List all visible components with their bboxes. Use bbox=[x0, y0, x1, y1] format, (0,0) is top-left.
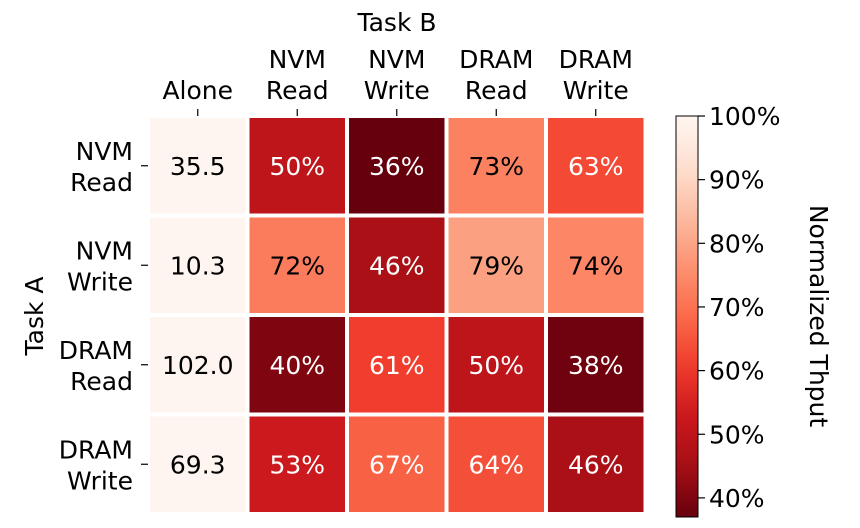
column-label-line2: Alone bbox=[162, 76, 233, 105]
cell-value-label: 50% bbox=[269, 152, 325, 181]
colorbar-tick-label: 60% bbox=[709, 357, 765, 386]
heatmap-cell bbox=[448, 217, 544, 313]
row-label-line1: DRAM bbox=[59, 336, 133, 365]
row-label-line2: Write bbox=[67, 267, 133, 296]
x-axis-title: Task B bbox=[356, 8, 436, 37]
colorbar-title: Normalized Thput bbox=[804, 205, 833, 428]
cell-value-label: 46% bbox=[568, 450, 624, 479]
colorbar: 40% 50% 60% 70% 80% 90% 100% bbox=[675, 102, 780, 518]
y-axis-title: Task A bbox=[20, 276, 49, 356]
heatmap-cell bbox=[249, 416, 345, 512]
column-label-line1: NVM bbox=[368, 45, 425, 74]
colorbar-gradient bbox=[675, 115, 699, 518]
cell-value-label: 46% bbox=[369, 251, 425, 280]
cell-value-label: 73% bbox=[468, 152, 524, 181]
cell-value-label: 69.3 bbox=[170, 450, 226, 479]
row-label-line1: DRAM bbox=[59, 435, 133, 464]
heatmap-cell bbox=[349, 217, 445, 313]
cell-value-label: 74% bbox=[568, 251, 624, 280]
heatmap-cell bbox=[548, 416, 644, 512]
cell-value-label: 67% bbox=[369, 450, 425, 479]
heatmap-cell bbox=[249, 217, 345, 313]
cell-value-label: 36% bbox=[369, 152, 425, 181]
cell-value-label: 10.3 bbox=[170, 251, 226, 280]
colorbar-tick-label: 90% bbox=[709, 166, 765, 195]
heatmap-cell bbox=[448, 416, 544, 512]
cell-value-label: 61% bbox=[369, 351, 425, 380]
colorbar-tick-label: 50% bbox=[709, 420, 765, 449]
column-label-line2: Read bbox=[266, 76, 329, 105]
column-label-line1: DRAM bbox=[559, 45, 633, 74]
heatmap-cell bbox=[548, 317, 644, 413]
column-label-line1: DRAM bbox=[459, 45, 533, 74]
cell-value-label: 72% bbox=[269, 251, 325, 280]
colorbar-tick-label: 80% bbox=[709, 229, 765, 258]
heatmap-cell bbox=[349, 416, 445, 512]
column-label-line2: Read bbox=[465, 76, 528, 105]
colorbar-tick-label: 40% bbox=[709, 484, 765, 513]
row-label-line2: Read bbox=[70, 168, 133, 197]
cell-value-label: 35.5 bbox=[170, 152, 226, 181]
heatmap-cell bbox=[150, 118, 246, 214]
heatmap-cell bbox=[548, 118, 644, 214]
heatmap-cell bbox=[548, 217, 644, 313]
cell-value-label: 64% bbox=[468, 450, 524, 479]
cell-value-label: 38% bbox=[568, 351, 624, 380]
heatmap-cell bbox=[249, 118, 345, 214]
heatmap-cell bbox=[150, 217, 246, 313]
row-label-line1: NVM bbox=[76, 236, 133, 265]
cell-value-label: 53% bbox=[269, 450, 325, 479]
colorbar-tick-label: 70% bbox=[709, 293, 765, 322]
cell-value-label: 79% bbox=[468, 251, 524, 280]
cell-value-label: 40% bbox=[269, 351, 325, 380]
column-label-line1: NVM bbox=[269, 45, 326, 74]
column-label-line2: Write bbox=[563, 76, 629, 105]
heatmap-cell bbox=[150, 317, 246, 413]
heatmap-cells: 35.5 50% 36% 73% 63% 10.3 72% 46% 79% 74% 102.0 40%… bbox=[150, 118, 644, 512]
colorbar-tick-label: 100% bbox=[709, 102, 780, 131]
heatmap-cell bbox=[448, 317, 544, 413]
column-label-line2: Write bbox=[364, 76, 430, 105]
heatmap-cell bbox=[150, 416, 246, 512]
cell-value-label: 50% bbox=[468, 351, 524, 380]
cell-value-label: 63% bbox=[568, 152, 624, 181]
heatmap-cell bbox=[249, 317, 345, 413]
heatmap-cell bbox=[448, 118, 544, 214]
cell-value-label: 102.0 bbox=[162, 351, 234, 380]
row-label-line1: NVM bbox=[76, 137, 133, 166]
heatmap-cell bbox=[349, 118, 445, 214]
row-label-line2: Write bbox=[67, 466, 133, 495]
row-label-line2: Read bbox=[70, 367, 133, 396]
heatmap-cell bbox=[349, 317, 445, 413]
